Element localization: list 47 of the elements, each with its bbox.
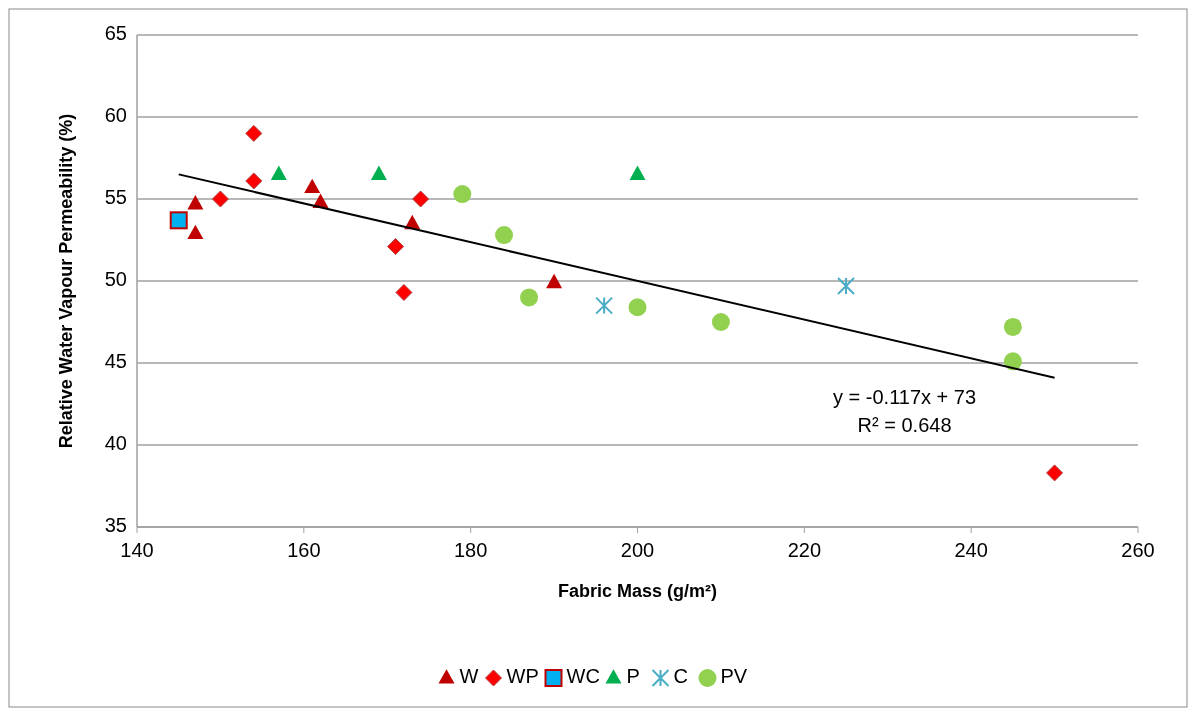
y-tick-label: 40 [104,432,127,455]
point [837,276,856,295]
point [1046,464,1064,482]
legend-label: W [459,665,479,688]
x-tick-label: 160 [287,539,321,561]
point [453,185,472,204]
point [245,172,263,190]
legend-label: WC [566,665,600,688]
x-tick-label: 240 [954,539,988,561]
x-tick-label: 220 [787,539,822,561]
point [270,165,287,180]
point [412,190,430,208]
point [395,283,413,301]
point [629,165,646,180]
legend-label: PV [720,665,748,688]
point [187,224,204,240]
point [211,190,229,208]
annotation: R² = 0.648 [857,413,952,436]
x-axis-title: Fabric Mass (g/m²) [557,581,718,601]
point [1003,317,1022,336]
y-tick-label: 55 [104,186,127,209]
legend-label: P [626,665,640,688]
annotation: y = -0.117x + 73 [833,385,977,408]
x-tick-label: 260 [1121,539,1155,561]
point [187,195,204,210]
y-tick-label: 45 [104,350,127,373]
x-tick-label: 200 [620,539,655,561]
y-tick-label: 50 [104,268,127,291]
y-axis-title: Relative Water Vapour Permeability (%) [56,113,76,449]
point [169,211,188,230]
x-tick-label: 180 [453,539,488,561]
point [595,296,614,315]
y-tick-label: 35 [104,514,127,537]
legend-label: WP [506,665,539,688]
point [495,226,514,245]
point [304,178,321,194]
x-tick-label: 140 [120,539,154,561]
point [370,165,387,180]
point [711,313,730,331]
point [546,273,563,289]
legend-label: C [673,665,688,688]
y-tick-label: 65 [104,22,127,45]
point [245,124,263,142]
point [520,288,539,307]
point [387,238,405,256]
y-tick-label: 60 [104,104,127,127]
point [628,298,647,317]
